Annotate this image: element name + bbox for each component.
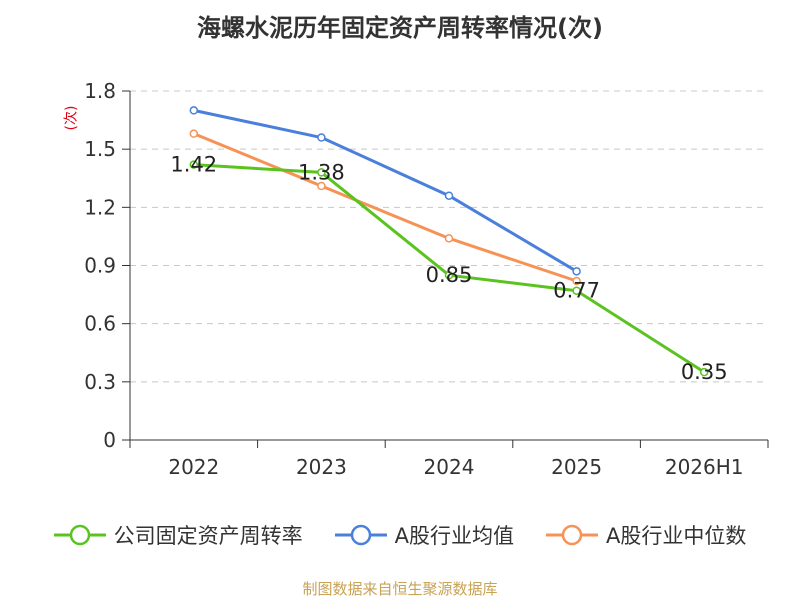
data-point xyxy=(444,234,454,243)
data-label: 0.77 xyxy=(553,279,600,303)
data-label: 1.38 xyxy=(298,160,345,184)
x-tick-label: 2024 xyxy=(424,455,475,479)
data-point xyxy=(444,191,454,200)
y-tick-label: 1.8 xyxy=(84,79,116,103)
y-tick-label: 1.5 xyxy=(84,137,116,161)
data-point xyxy=(699,367,709,377)
y-tick-label: 0.6 xyxy=(84,312,116,336)
legend-item[interactable]: A股行业中位数 xyxy=(546,520,746,550)
legend-label: A股行业中位数 xyxy=(606,524,747,548)
legend-line-circle-icon xyxy=(334,524,387,546)
data-label: 0.35 xyxy=(681,360,728,384)
y-tick-label: 1.2 xyxy=(84,195,116,219)
data-point xyxy=(317,181,326,191)
data-label: 1.42 xyxy=(170,153,217,177)
data-point xyxy=(189,106,199,115)
data-point xyxy=(572,267,581,276)
legend-label: A股行业均值 xyxy=(394,524,514,548)
x-tick-label: 2023 xyxy=(296,455,347,479)
data-point xyxy=(189,129,199,138)
data-point xyxy=(444,270,454,280)
data-point xyxy=(317,168,326,177)
legend-line-circle-icon xyxy=(546,524,598,546)
legend: 公司固定资产周转率 A股行业均值 A股行业中位数 xyxy=(0,520,800,550)
series-line xyxy=(193,108,578,273)
data-point xyxy=(572,276,581,286)
data-point xyxy=(317,133,326,142)
series-line xyxy=(193,132,578,283)
data-source-note: 制图数据来自恒生聚源数据库 xyxy=(302,580,498,598)
data-point xyxy=(189,160,199,169)
y-tick-label: 0.9 xyxy=(84,254,116,278)
legend-label: 公司固定资产周转率 xyxy=(113,524,303,548)
legend-item[interactable]: A股行业均值 xyxy=(334,520,514,550)
y-tick-label: 0.3 xyxy=(84,370,116,394)
data-point xyxy=(572,286,581,295)
x-tick-label: 2025 xyxy=(551,455,602,479)
chart-title: 海螺水泥历年固定资产周转率情况(次) xyxy=(197,14,603,42)
x-tick-label: 2022 xyxy=(168,455,219,479)
y-tick-label: 0 xyxy=(103,428,116,452)
legend-line-circle-icon xyxy=(53,524,106,546)
data-label: 0.85 xyxy=(426,263,473,287)
legend-item[interactable]: 公司固定资产周转率 xyxy=(53,520,303,550)
x-tick-label: 2026H1 xyxy=(665,455,744,479)
